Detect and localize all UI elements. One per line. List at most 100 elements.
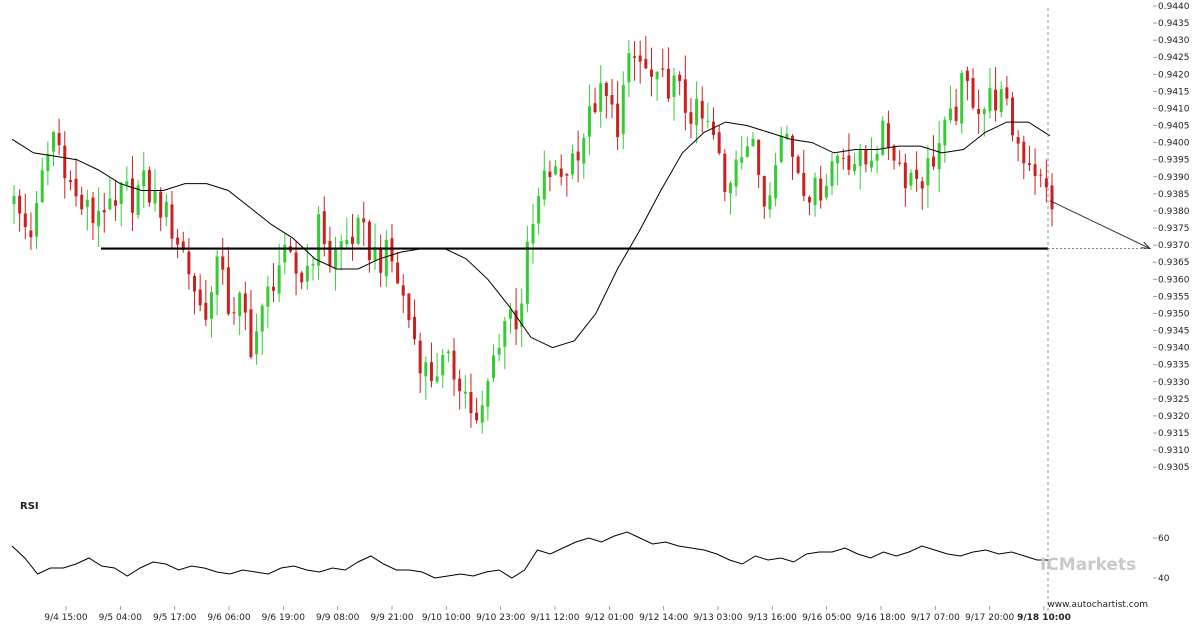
candle-body — [232, 312, 236, 314]
candle-body — [407, 293, 411, 321]
candle-body — [339, 241, 343, 248]
candle-body — [937, 143, 941, 170]
candle-body — [367, 221, 371, 261]
y-tick-label: 0.9340 — [1158, 344, 1190, 354]
y-tick-label: 0.9360 — [1158, 275, 1190, 285]
candle-body — [548, 171, 552, 178]
candle-body — [655, 71, 659, 80]
credit-text: www.autochartist.com — [1047, 600, 1148, 610]
candle-body — [170, 204, 174, 239]
candle-body — [982, 109, 986, 115]
candle-body — [226, 267, 230, 314]
candle-body — [164, 201, 168, 218]
candle-body — [706, 120, 710, 122]
candle-body — [384, 239, 388, 277]
candle-body — [1044, 178, 1048, 188]
candle-body — [678, 74, 682, 82]
candle-body — [836, 155, 840, 164]
candle-body — [108, 198, 112, 210]
candle-body — [85, 199, 89, 207]
candle-body — [396, 262, 400, 284]
candle-body — [621, 85, 625, 134]
y-tick-label: 0.9390 — [1158, 173, 1190, 183]
candle-body — [886, 123, 890, 148]
candle-body — [587, 106, 591, 137]
candle-body — [1039, 174, 1043, 176]
y-tick-label: 0.9410 — [1158, 104, 1190, 114]
candle-body — [644, 58, 648, 69]
candle-body — [700, 100, 704, 119]
icmarkets-watermark-logo: ICMarkets — [1040, 555, 1136, 575]
y-tick-label: 0.9405 — [1158, 122, 1190, 132]
support-level-layer — [101, 8, 1152, 612]
candle-body — [68, 180, 72, 183]
candle-body — [18, 195, 22, 214]
candle-body — [294, 252, 298, 274]
candle-body — [537, 196, 541, 224]
candle-body — [802, 173, 806, 196]
candle-body — [728, 183, 732, 194]
candle-body — [717, 132, 721, 154]
candle-body — [497, 347, 501, 355]
candle-body — [875, 153, 879, 161]
candle-body — [147, 170, 151, 203]
candle-body — [63, 145, 67, 179]
moving-average-line — [11, 121, 1051, 349]
x-tick-label: 9/10 23:00 — [476, 613, 525, 623]
x-tick-label: 9/6 06:00 — [207, 613, 251, 623]
candle-body — [334, 249, 338, 269]
x-tick-label: 9/16 18:00 — [856, 613, 905, 623]
candle-body — [345, 240, 349, 245]
y-tick-label: 0.9345 — [1158, 327, 1190, 337]
candle-body — [300, 272, 304, 283]
candle-body — [379, 247, 383, 273]
candle-body — [999, 89, 1003, 113]
candle-body — [1027, 163, 1031, 166]
candle-body — [920, 181, 924, 189]
y-tick-label: 0.9395 — [1158, 156, 1190, 166]
candle-body — [475, 412, 479, 421]
x-tick-label: 9/5 04:00 — [99, 613, 143, 623]
candle-body — [322, 211, 326, 245]
y-tick-label: 0.9325 — [1158, 395, 1190, 405]
x-tick-label: 9/12 01:00 — [585, 613, 634, 623]
x-tick-label: 9/10 10:00 — [422, 613, 471, 623]
y-tick-label: 0.9310 — [1158, 446, 1190, 456]
candle-body — [187, 251, 191, 275]
candle-body — [46, 153, 50, 172]
candle-body — [181, 241, 185, 251]
candle-body — [373, 247, 377, 261]
candle-body — [204, 302, 208, 320]
candle-body — [1016, 137, 1020, 144]
candle-body — [480, 405, 484, 423]
candle-body — [418, 340, 422, 374]
candle-body — [193, 275, 197, 292]
y-tick-label: 0.9370 — [1158, 241, 1190, 251]
y-tick-label: 0.9425 — [1158, 53, 1190, 63]
candle-body — [238, 293, 242, 316]
candle-body — [740, 157, 744, 163]
rsi-panel: RSI 60 40 — [11, 501, 1170, 584]
candle-body — [305, 265, 309, 282]
y-tick-label: 0.9330 — [1158, 378, 1190, 388]
candle-body — [413, 316, 417, 340]
candle-body — [463, 391, 467, 394]
candle-body — [12, 195, 16, 205]
candle-body — [1050, 185, 1054, 210]
candle-body — [153, 190, 157, 204]
candle-body — [926, 158, 930, 186]
candle-body — [666, 68, 670, 99]
candle-body — [734, 159, 738, 187]
price-plot-area — [11, 35, 1054, 434]
candle-body — [356, 217, 360, 244]
candle-body — [277, 265, 281, 294]
x-tick-label: 9/9 21:00 — [370, 613, 414, 623]
candle-body — [520, 303, 524, 327]
candle-body — [633, 56, 637, 58]
candle-body — [604, 82, 608, 96]
candle-body — [97, 210, 101, 227]
candle-body — [159, 191, 163, 218]
candle-body — [221, 256, 225, 270]
